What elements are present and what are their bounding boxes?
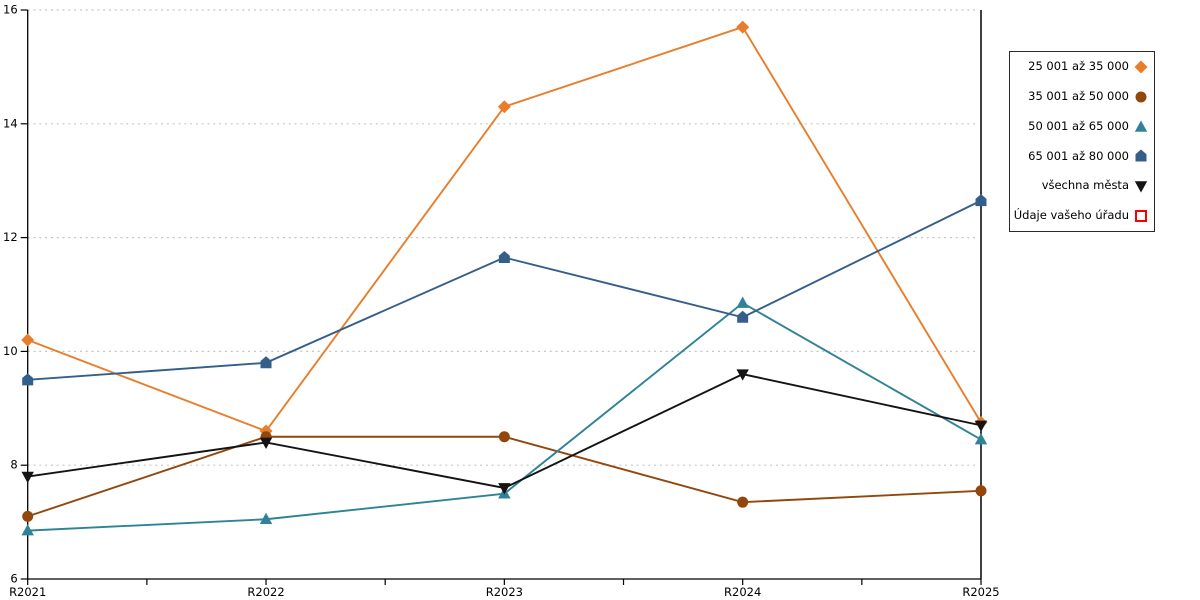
x-tick-label: R2022 (247, 585, 284, 599)
x-tick-label: R2024 (724, 585, 761, 599)
circle-data-point (22, 510, 34, 522)
y-tick-label: 10 (3, 344, 18, 358)
y-tick-label: 8 (10, 458, 17, 472)
series-line-3 (27, 199, 982, 381)
legend-label: všechna města (1041, 178, 1129, 193)
y-tick-label: 14 (3, 116, 18, 130)
legend-label: 65 001 až 80 000 (1028, 148, 1129, 163)
legend: 25 001 až 35 000 35 001 až 50 000 50 001… (1009, 51, 1155, 232)
triangle-up-data-point (259, 512, 273, 525)
series-line-1 (27, 435, 982, 518)
diamond-data-point (21, 333, 35, 347)
series-line-4 (27, 373, 982, 489)
x-tick-label: R2021 (9, 585, 46, 599)
x-tick-label: R2023 (486, 585, 523, 599)
triangle-down-data-point (736, 369, 749, 381)
circle-data-point (975, 485, 987, 497)
legend-item-all-cities[interactable]: všechna města (1010, 171, 1154, 201)
circle-data-point (498, 431, 510, 443)
diamond-data-point (736, 20, 750, 34)
diamond-marker-icon (1134, 60, 1148, 74)
diamond-data-point (497, 100, 511, 114)
circle-marker-icon (1135, 91, 1147, 103)
y-tick-label: 12 (3, 230, 18, 244)
pentagon-data-point (22, 373, 34, 386)
triangle-up-data-point (21, 524, 34, 536)
pentagon-marker-icon (1135, 149, 1147, 162)
legend-item-your-office[interactable]: Údaje vašeho úřadu (1010, 201, 1154, 231)
pentagon-data-point (260, 356, 272, 369)
y-tick-label: 6 (10, 572, 17, 586)
pentagon-data-point (737, 310, 749, 323)
triangle-down-data-point (21, 471, 34, 484)
x-tick-label: R2025 (962, 585, 999, 599)
legend-item-25001-35000[interactable]: 25 001 až 35 000 (1010, 52, 1154, 82)
open-square-marker-icon (1135, 210, 1147, 223)
legend-item-35001-50000[interactable]: 35 001 až 50 000 (1010, 82, 1154, 112)
pentagon-data-point (498, 251, 510, 264)
pentagon-data-point (975, 194, 987, 207)
circle-data-point (737, 496, 749, 508)
triangle-down-data-point (974, 420, 988, 432)
legend-item-50001-65000[interactable]: 50 001 až 65 000 (1010, 112, 1154, 142)
legend-item-65001-80000[interactable]: 65 001 až 80 000 (1010, 142, 1154, 172)
triangle-up-data-point (974, 433, 988, 445)
triangle-down-marker-icon (1134, 181, 1148, 193)
y-tick-label: 16 (3, 3, 18, 17)
legend-label: 35 001 až 50 000 (1028, 89, 1129, 103)
legend-label: Údaje vašeho úřadu (1013, 208, 1129, 223)
legend-label: 25 001 až 35 000 (1028, 59, 1129, 74)
triangle-down-data-point (498, 483, 511, 495)
triangle-down-data-point (259, 437, 273, 449)
triangle-up-data-point (736, 296, 749, 308)
legend-label: 50 001 až 65 000 (1028, 118, 1129, 133)
triangle-up-marker-icon (1134, 120, 1148, 132)
